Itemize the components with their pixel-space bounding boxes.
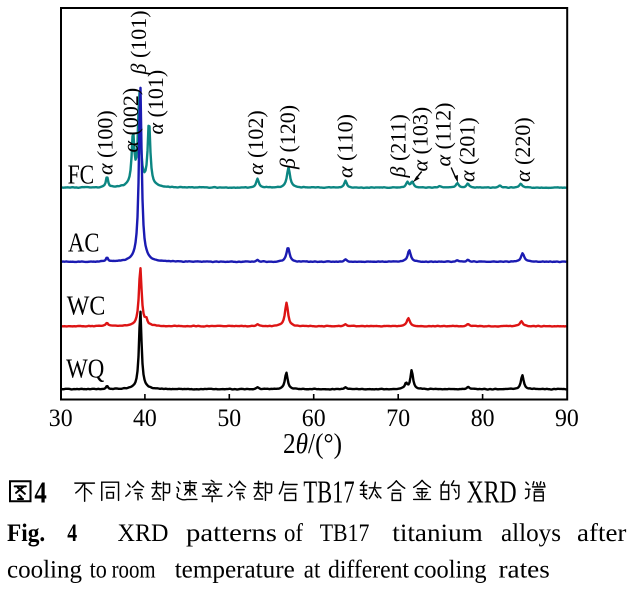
svg-text:α (103): α (103) [407, 107, 432, 172]
svg-text:60: 60 [302, 405, 326, 432]
svg-text:XRD: XRD [118, 518, 169, 547]
svg-text:WC: WC [67, 291, 106, 321]
svg-text:80: 80 [471, 405, 495, 432]
svg-text:β (120): β (120) [275, 105, 300, 170]
svg-text:AC: AC [68, 227, 99, 257]
svg-text:α (101): α (101) [143, 70, 168, 135]
svg-text:40: 40 [133, 405, 157, 432]
svg-text:4: 4 [67, 518, 77, 547]
svg-text:α (112): α (112) [430, 103, 455, 167]
svg-text:TB17: TB17 [320, 518, 370, 547]
svg-text:at: at [304, 555, 321, 584]
svg-text:70: 70 [386, 405, 410, 432]
svg-text:α (110): α (110) [332, 114, 357, 178]
svg-text:α (220): α (220) [510, 117, 535, 182]
svg-text:90: 90 [555, 405, 579, 432]
svg-text:titanium: titanium [392, 518, 483, 547]
svg-text:after: after [577, 518, 627, 547]
svg-text:β (101): β (101) [126, 10, 151, 75]
svg-text:α (100): α (100) [92, 110, 117, 175]
svg-text:XRD: XRD [467, 474, 517, 510]
svg-text:room: room [112, 555, 156, 584]
svg-text:α (102): α (102) [243, 110, 268, 175]
svg-text:FC: FC [68, 160, 95, 190]
svg-text:cooling: cooling [7, 555, 82, 584]
svg-text:Fig.: Fig. [7, 518, 45, 547]
svg-text:cooling: cooling [414, 555, 487, 584]
svg-text:to: to [90, 555, 107, 584]
svg-text:TB17: TB17 [303, 474, 354, 510]
svg-text:temperature: temperature [175, 555, 295, 584]
svg-text:WQ: WQ [66, 353, 105, 383]
svg-text:2θ/(°): 2θ/(°) [283, 429, 342, 460]
svg-text:of: of [284, 518, 303, 547]
svg-text:alloys: alloys [501, 518, 561, 547]
svg-text:4: 4 [34, 475, 46, 510]
svg-text:β (211): β (211) [386, 114, 411, 178]
svg-text:30: 30 [49, 405, 73, 432]
svg-text:patterns: patterns [186, 518, 277, 547]
svg-text:different: different [328, 555, 409, 584]
svg-text:α (201): α (201) [455, 117, 480, 182]
svg-text:rates: rates [499, 555, 550, 584]
svg-text:α (002): α (002) [118, 88, 143, 153]
svg-text:50: 50 [217, 405, 241, 432]
